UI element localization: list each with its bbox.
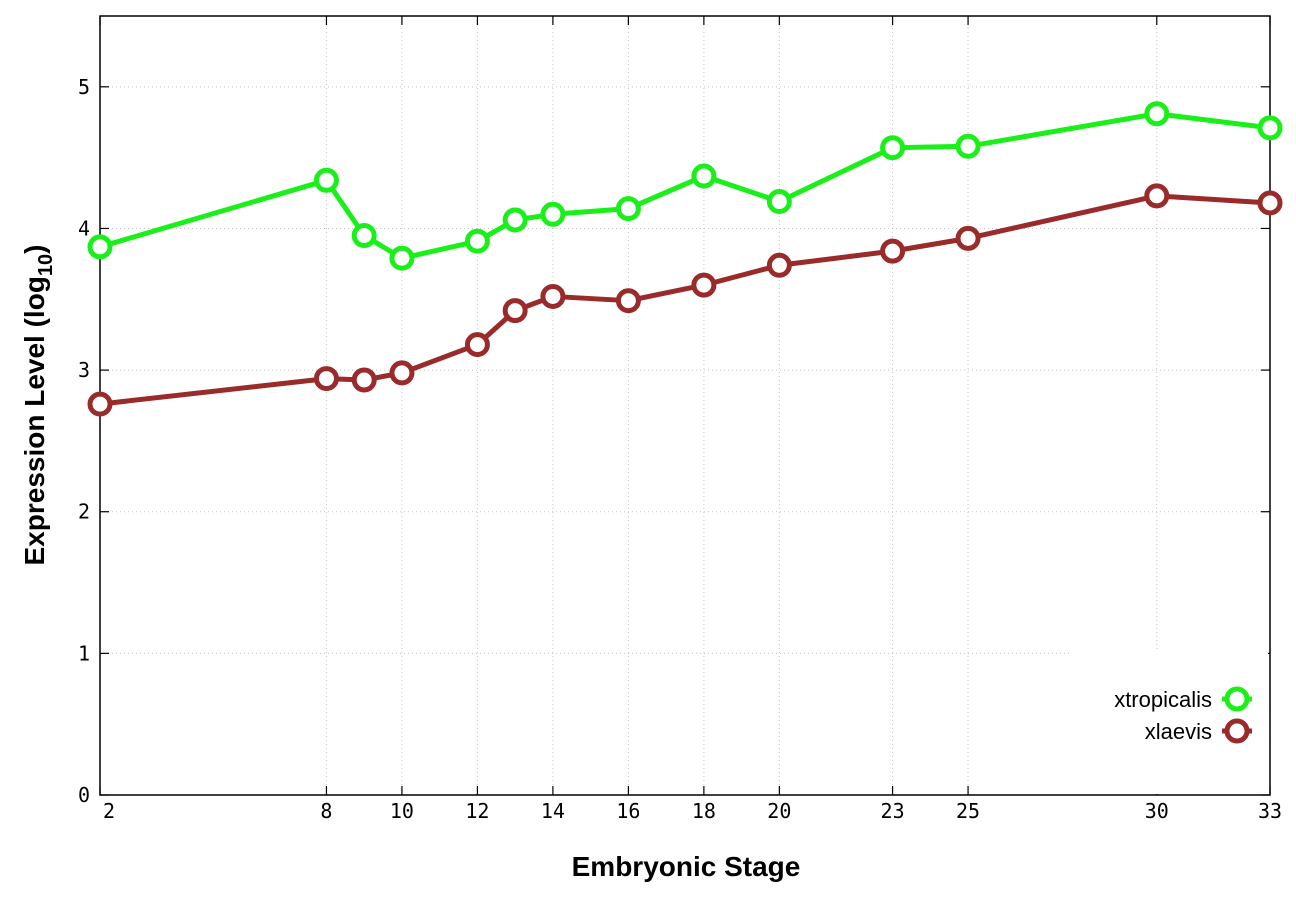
- legend-label-xtropicalis: xtropicalis: [1114, 687, 1212, 712]
- x-tick-label: 10: [390, 799, 414, 823]
- y-tick-label: 3: [78, 358, 90, 382]
- y-axis: 0 1 2 3 4 5: [78, 75, 1270, 807]
- x-tick-label: 33: [1258, 799, 1282, 823]
- x-tick-label: 25: [956, 799, 980, 823]
- x-axis-title: Embryonic Stage: [572, 851, 801, 882]
- data-point-xlaevis: [87, 391, 113, 417]
- legend-marker-xtropicalis: [1224, 686, 1250, 712]
- data-point-xtropicalis: [1257, 115, 1283, 141]
- data-point-xlaevis: [464, 332, 490, 358]
- y-axis-title-main: Expression Level (log: [19, 276, 50, 565]
- series-line-xtropicalis: [99, 111, 1271, 261]
- data-point-xtropicalis: [540, 201, 566, 227]
- data-point-xtropicalis: [955, 133, 981, 159]
- x-tick-label: 2: [103, 799, 115, 823]
- data-point-xlaevis: [502, 298, 528, 324]
- data-point-xtropicalis: [464, 228, 490, 254]
- data-point-xtropicalis: [766, 189, 792, 215]
- x-tick-label: 30: [1145, 799, 1169, 823]
- data-point-xlaevis: [880, 238, 906, 264]
- x-tick-label: 14: [541, 799, 565, 823]
- data-point-xlaevis: [766, 252, 792, 278]
- data-point-xlaevis: [955, 225, 981, 251]
- y-tick-label: 1: [78, 641, 90, 665]
- data-point-xtropicalis: [1144, 101, 1170, 127]
- data-point-xtropicalis: [351, 223, 377, 249]
- data-point-xtropicalis: [313, 167, 339, 193]
- x-tick-label: 23: [881, 799, 905, 823]
- x-axis: 2 8 10 12 14 16 18 20 23 25 30 33: [99, 16, 1282, 823]
- data-point-xlaevis: [1257, 190, 1283, 216]
- y-tick-label: 4: [78, 216, 90, 240]
- series-line-xlaevis: [99, 193, 1271, 407]
- y-axis-title-subscript: 10: [35, 254, 57, 276]
- data-point-xtropicalis: [615, 196, 641, 222]
- x-tick-label: 18: [692, 799, 716, 823]
- data-point-xtropicalis: [502, 207, 528, 233]
- data-point-xlaevis: [540, 283, 566, 309]
- y-tick-label: 2: [78, 500, 90, 524]
- series-layer: [87, 101, 1283, 417]
- data-point-xlaevis: [351, 367, 377, 393]
- data-point-xlaevis: [389, 360, 415, 386]
- data-point-xlaevis: [691, 272, 717, 298]
- data-point-xtropicalis: [691, 163, 717, 189]
- data-point-xtropicalis: [880, 135, 906, 161]
- data-point-xtropicalis: [87, 234, 113, 260]
- data-point-xtropicalis: [389, 245, 415, 271]
- grid-lines: [100, 16, 1270, 795]
- x-tick-label: 12: [465, 799, 489, 823]
- data-point-xlaevis: [313, 366, 339, 392]
- x-tick-label: 8: [320, 799, 332, 823]
- y-tick-label: 0: [78, 783, 90, 807]
- y-axis-title-close: ): [19, 245, 50, 254]
- x-tick-label: 16: [616, 799, 640, 823]
- legend-label-xlaevis: xlaevis: [1145, 719, 1212, 744]
- data-point-xlaevis: [615, 288, 641, 314]
- y-tick-label: 5: [78, 75, 90, 99]
- legend-marker-xlaevis: [1224, 718, 1250, 744]
- data-point-xlaevis: [1144, 183, 1170, 209]
- y-axis-title: Expression Level (log10): [19, 245, 57, 566]
- legend: xtropicalis xlaevis: [1114, 686, 1252, 744]
- x-tick-label: 20: [767, 799, 791, 823]
